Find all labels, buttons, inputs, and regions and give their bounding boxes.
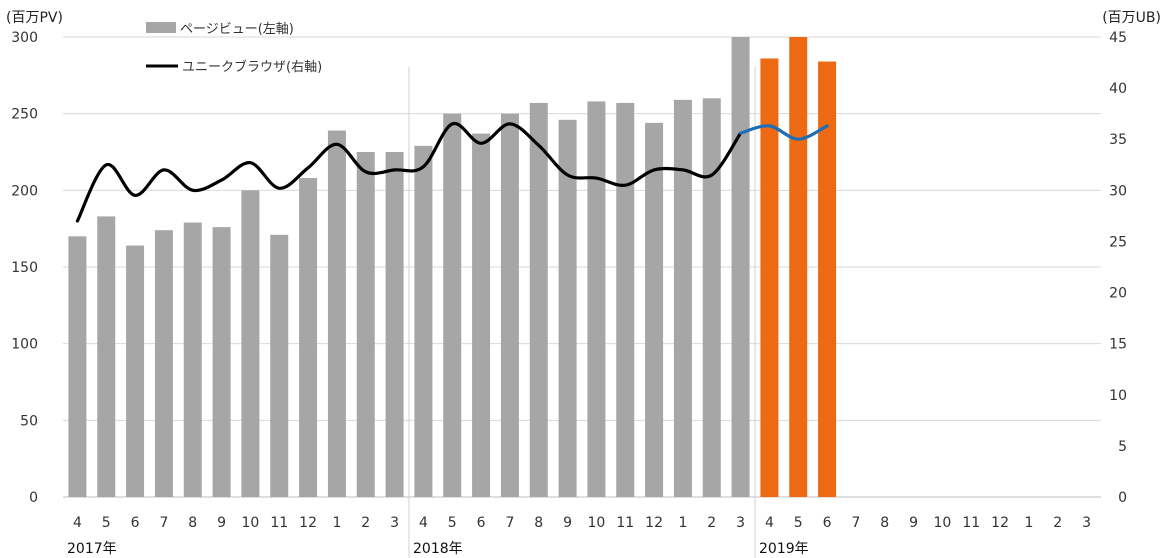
x-tick-label: 11 — [270, 515, 288, 531]
right-tick-label: 40 — [1109, 81, 1127, 97]
right-tick-label: 20 — [1109, 286, 1127, 302]
year-label: 2018年 — [413, 541, 463, 557]
x-tick-label: 10 — [588, 515, 606, 531]
legend-swatch-page-views — [146, 22, 176, 33]
left-tick-label: 100 — [11, 337, 38, 353]
bar — [212, 227, 231, 497]
year-label: 2017年 — [67, 541, 117, 557]
left-axis-unit: (百万PV) — [6, 10, 63, 26]
right-tick-label: 25 — [1109, 234, 1127, 250]
gridlines — [63, 36, 1101, 558]
unique-browsers-line-highlight — [739, 124, 829, 141]
left-tick-label: 300 — [11, 30, 38, 46]
bar — [645, 122, 664, 497]
bar — [241, 190, 260, 498]
x-tick-label: 9 — [217, 515, 226, 531]
bar — [126, 245, 145, 497]
bar — [385, 152, 404, 497]
bar — [154, 230, 173, 497]
x-tick-label: 5 — [794, 515, 803, 531]
x-tick-label: 3 — [736, 515, 745, 531]
bar — [673, 99, 692, 497]
bar — [414, 145, 433, 497]
bar — [760, 58, 779, 497]
x-tick-label: 8 — [188, 515, 197, 531]
x-tick-label: 4 — [73, 515, 82, 531]
bar — [270, 234, 289, 498]
legend-label-page-views: ページビュー(左軸) — [180, 22, 294, 37]
x-tick-label: 1 — [332, 515, 341, 531]
x-tick-label: 6 — [823, 515, 832, 531]
legend-label-unique-browsers: ユニークブラウザ(右軸) — [182, 59, 322, 75]
x-tick-label: 11 — [616, 515, 634, 531]
x-tick-label: 4 — [765, 515, 774, 531]
left-tick-label: 150 — [11, 260, 38, 276]
line-series — [75, 122, 829, 223]
right-tick-label: 15 — [1109, 337, 1127, 353]
x-tick-label: 12 — [299, 515, 317, 531]
bar — [472, 133, 491, 497]
x-tick-label: 12 — [645, 515, 663, 531]
x-tick-label: 1 — [678, 515, 687, 531]
x-tick-label: 5 — [102, 515, 111, 531]
bar — [97, 216, 116, 497]
right-axis-unit: (百万UB) — [1102, 10, 1161, 26]
x-tick-label: 9 — [909, 515, 918, 531]
unique-browsers-line — [75, 122, 743, 223]
bar — [443, 113, 462, 498]
bar — [529, 102, 548, 497]
bar — [327, 130, 346, 498]
x-tick-label: 1 — [1024, 515, 1033, 531]
right-tick-label: 35 — [1109, 132, 1127, 148]
right-tick-label: 0 — [1118, 490, 1127, 506]
x-tick-label: 9 — [563, 515, 572, 531]
left-tick-label: 250 — [11, 107, 38, 123]
x-tick-label: 7 — [851, 515, 860, 531]
left-tick-label: 50 — [20, 413, 38, 429]
x-tick-label: 4 — [419, 515, 428, 531]
right-tick-label: 10 — [1109, 388, 1127, 404]
bar — [68, 236, 87, 498]
x-tick-label: 6 — [131, 515, 140, 531]
bar-series — [68, 37, 837, 498]
x-tick-label: 10 — [934, 515, 952, 531]
bar — [500, 113, 519, 498]
right-tick-label: 30 — [1109, 183, 1127, 199]
bar — [616, 102, 635, 497]
left-tick-label: 0 — [29, 490, 38, 506]
right-tick-label: 45 — [1109, 30, 1127, 46]
bar — [356, 152, 375, 497]
x-tick-label: 7 — [159, 515, 168, 531]
x-tick-label: 2 — [361, 515, 370, 531]
x-tick-label: 5 — [448, 515, 457, 531]
bar — [702, 98, 721, 497]
bar — [299, 178, 318, 498]
x-tick-label: 2 — [1053, 515, 1062, 531]
x-tick-label: 3 — [1082, 515, 1091, 531]
x-tick-label: 8 — [534, 515, 543, 531]
bar — [587, 101, 606, 498]
bar — [818, 61, 837, 498]
x-tick-label: 11 — [962, 515, 980, 531]
left-tick-label: 200 — [11, 183, 38, 199]
x-tick-label: 2 — [707, 515, 716, 531]
x-tick-label: 12 — [991, 515, 1009, 531]
x-tick-label: 10 — [242, 515, 260, 531]
x-tick-label: 8 — [880, 515, 889, 531]
bar — [789, 37, 808, 497]
legend: ページビュー(左軸) ユニークブラウザ(右軸) — [146, 22, 322, 75]
x-tick-label: 6 — [477, 515, 486, 531]
bar — [183, 222, 202, 498]
bar — [731, 37, 750, 497]
x-tick-label: 3 — [390, 515, 399, 531]
year-label: 2019年 — [759, 541, 809, 557]
right-tick-label: 5 — [1118, 439, 1127, 455]
bar — [558, 119, 577, 498]
x-tick-label: 7 — [505, 515, 514, 531]
